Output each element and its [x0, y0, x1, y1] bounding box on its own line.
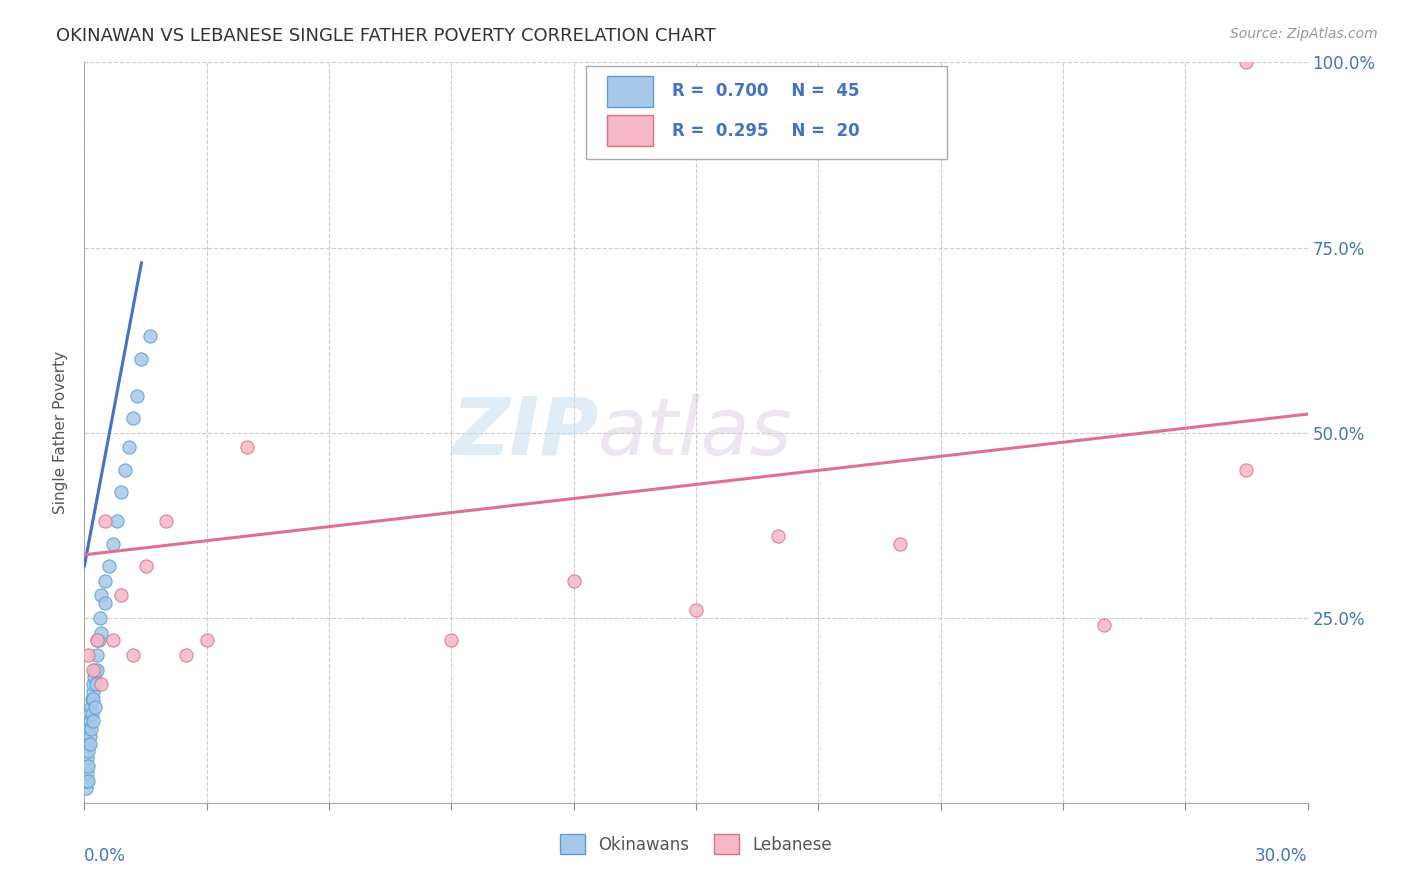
Point	[80, 722, 103, 736]
Point	[155, 515, 177, 529]
Point	[86, 663, 108, 677]
Point	[80, 692, 103, 706]
Point	[86, 632, 108, 647]
Point	[84, 699, 107, 714]
Point	[84, 677, 107, 691]
Point	[90, 589, 112, 603]
Point	[93, 596, 115, 610]
Point	[105, 515, 128, 529]
Point	[77, 758, 100, 772]
Point	[77, 737, 100, 751]
Point	[83, 663, 105, 677]
Text: Source: ZipAtlas.com: Source: ZipAtlas.com	[1230, 27, 1378, 41]
Point	[90, 677, 112, 691]
Point	[174, 648, 197, 662]
Text: atlas: atlas	[598, 393, 793, 472]
Point	[86, 648, 108, 662]
Text: R =  0.295    N =  20: R = 0.295 N = 20	[672, 121, 859, 139]
Point	[79, 729, 101, 743]
Point	[82, 714, 104, 729]
Text: ZIP: ZIP	[451, 393, 598, 472]
Point	[766, 529, 789, 543]
Legend: Okinawans, Lebanese: Okinawans, Lebanese	[553, 828, 839, 861]
Point	[87, 632, 110, 647]
Text: R =  0.700    N =  45: R = 0.700 N = 45	[672, 82, 859, 100]
Point	[562, 574, 585, 588]
Bar	[606, 76, 654, 107]
Point	[75, 758, 97, 772]
Point	[97, 558, 120, 573]
Point	[131, 351, 153, 366]
Point	[101, 632, 124, 647]
Point	[110, 589, 132, 603]
Y-axis label: Single Father Poverty: Single Father Poverty	[53, 351, 69, 514]
Point	[82, 685, 104, 699]
Point	[685, 603, 707, 617]
Point	[82, 663, 104, 677]
Point	[122, 648, 145, 662]
Point	[889, 536, 911, 550]
Point	[101, 536, 124, 550]
Point	[77, 744, 100, 758]
Text: OKINAWAN VS LEBANESE SINGLE FATHER POVERTY CORRELATION CHART: OKINAWAN VS LEBANESE SINGLE FATHER POVER…	[56, 27, 716, 45]
FancyBboxPatch shape	[586, 66, 946, 159]
Point	[440, 632, 463, 647]
Point	[114, 462, 136, 476]
Point	[82, 706, 104, 721]
Bar	[606, 115, 654, 146]
Point	[75, 773, 97, 788]
Point	[135, 558, 157, 573]
Point	[77, 706, 100, 721]
Point	[83, 670, 105, 684]
Point	[138, 329, 160, 343]
Point	[76, 751, 98, 765]
Point	[118, 441, 141, 455]
Text: 0.0%: 0.0%	[84, 847, 127, 865]
Point	[1236, 462, 1258, 476]
Point	[79, 737, 101, 751]
Point	[86, 632, 108, 647]
Point	[93, 574, 115, 588]
Point	[93, 515, 115, 529]
Point	[80, 699, 103, 714]
Point	[1236, 55, 1258, 70]
Point	[79, 714, 101, 729]
Point	[75, 780, 97, 795]
Point	[89, 610, 111, 624]
Point	[77, 648, 100, 662]
Point	[82, 692, 104, 706]
Point	[122, 410, 145, 425]
Point	[1092, 618, 1115, 632]
Point	[110, 484, 132, 499]
Point	[76, 773, 98, 788]
Point	[127, 388, 149, 402]
Point	[77, 722, 100, 736]
Point	[82, 677, 104, 691]
Point	[76, 766, 98, 780]
Point	[236, 441, 259, 455]
Point	[90, 625, 112, 640]
Point	[195, 632, 218, 647]
Text: 30.0%: 30.0%	[1256, 847, 1308, 865]
